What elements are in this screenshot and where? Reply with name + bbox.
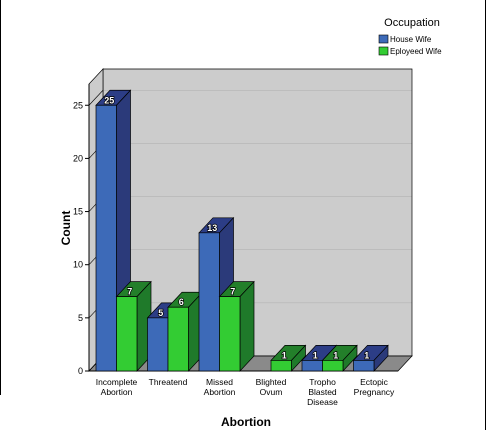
bar-house-wife-2 <box>198 232 220 372</box>
x-tick-label: Ectopic Pregnancy <box>354 377 395 397</box>
legend-title: Occupation <box>384 17 440 29</box>
data-label: 13 <box>207 223 217 233</box>
y-tick-label: 0 <box>78 366 83 376</box>
x-tick-label-line: Blasted <box>308 387 337 397</box>
side-gridline <box>88 90 104 106</box>
x-tick-label-line: Ectopic <box>360 377 389 387</box>
y-tick-label: 10 <box>73 260 83 270</box>
data-label: 1 <box>333 350 338 360</box>
legend-swatch-eployeed-wife <box>378 46 389 56</box>
x-tick-label-line: Missed <box>206 377 233 387</box>
data-label: 1 <box>313 350 318 360</box>
x-tick-label: Threatend <box>149 377 188 387</box>
bar-eployeed-wife-0 <box>116 296 138 372</box>
x-tick-label-line: Pregnancy <box>354 387 395 397</box>
x-tick-label-line: Threatend <box>149 377 188 387</box>
x-tick-label: Missed Abortion <box>204 377 236 397</box>
bar-eployeed-wife-3 <box>270 360 292 372</box>
bar-eployeed-wife-4 <box>322 360 344 372</box>
bar-house-wife-0 <box>95 104 117 372</box>
y-tick-label: 5 <box>78 313 83 323</box>
data-label: 6 <box>179 297 184 307</box>
bar-series: 25 7 5 6 13 7 1 1 1 1 <box>95 89 389 372</box>
legend-label-eployeed-wife: Eployeed Wife <box>390 47 442 56</box>
data-label: 1 <box>282 350 287 360</box>
x-tick-label-line: Tropho <box>309 377 336 387</box>
legend-swatch-house-wife <box>378 34 389 44</box>
x-tick-label-line: Blighted <box>256 377 287 387</box>
legend-label-house-wife: House Wife <box>390 35 432 44</box>
y-tick-label: 20 <box>73 153 83 163</box>
x-axis-title: Abortion <box>221 415 271 429</box>
x-tick-label: Blighted Ovum <box>256 377 287 397</box>
x-tick-label: Incomplete Abortion <box>96 377 138 397</box>
x-tick-label-line: Abortion <box>101 387 133 397</box>
bar-house-wife-5 <box>353 360 375 372</box>
x-tick-label-line: Abortion <box>204 387 236 397</box>
data-label: 1 <box>364 350 369 360</box>
x-tick-label-line: Ovum <box>260 387 283 397</box>
data-label: 7 <box>127 287 132 297</box>
data-label: 5 <box>158 308 163 318</box>
data-label: 25 <box>104 95 114 105</box>
y-tick-label: 25 <box>73 100 83 110</box>
bar-house-wife-4 <box>301 360 323 372</box>
bar-eployeed-wife-2-side <box>239 280 255 372</box>
x-tick-label-line: Incomplete <box>96 377 138 387</box>
legend: Occupation House Wife Eployeed Wife <box>378 17 442 56</box>
bar-house-wife-1 <box>147 317 169 372</box>
x-tick-label: Tropho Blasted Disease <box>307 377 338 407</box>
data-label: 7 <box>230 287 235 297</box>
x-tick-label-line: Disease <box>307 397 338 407</box>
y-tick-label: 15 <box>73 207 83 217</box>
bar-eployeed-wife-1 <box>167 306 189 372</box>
bar-eployeed-wife-2 <box>219 296 241 372</box>
y-axis-title: Count <box>59 211 73 246</box>
